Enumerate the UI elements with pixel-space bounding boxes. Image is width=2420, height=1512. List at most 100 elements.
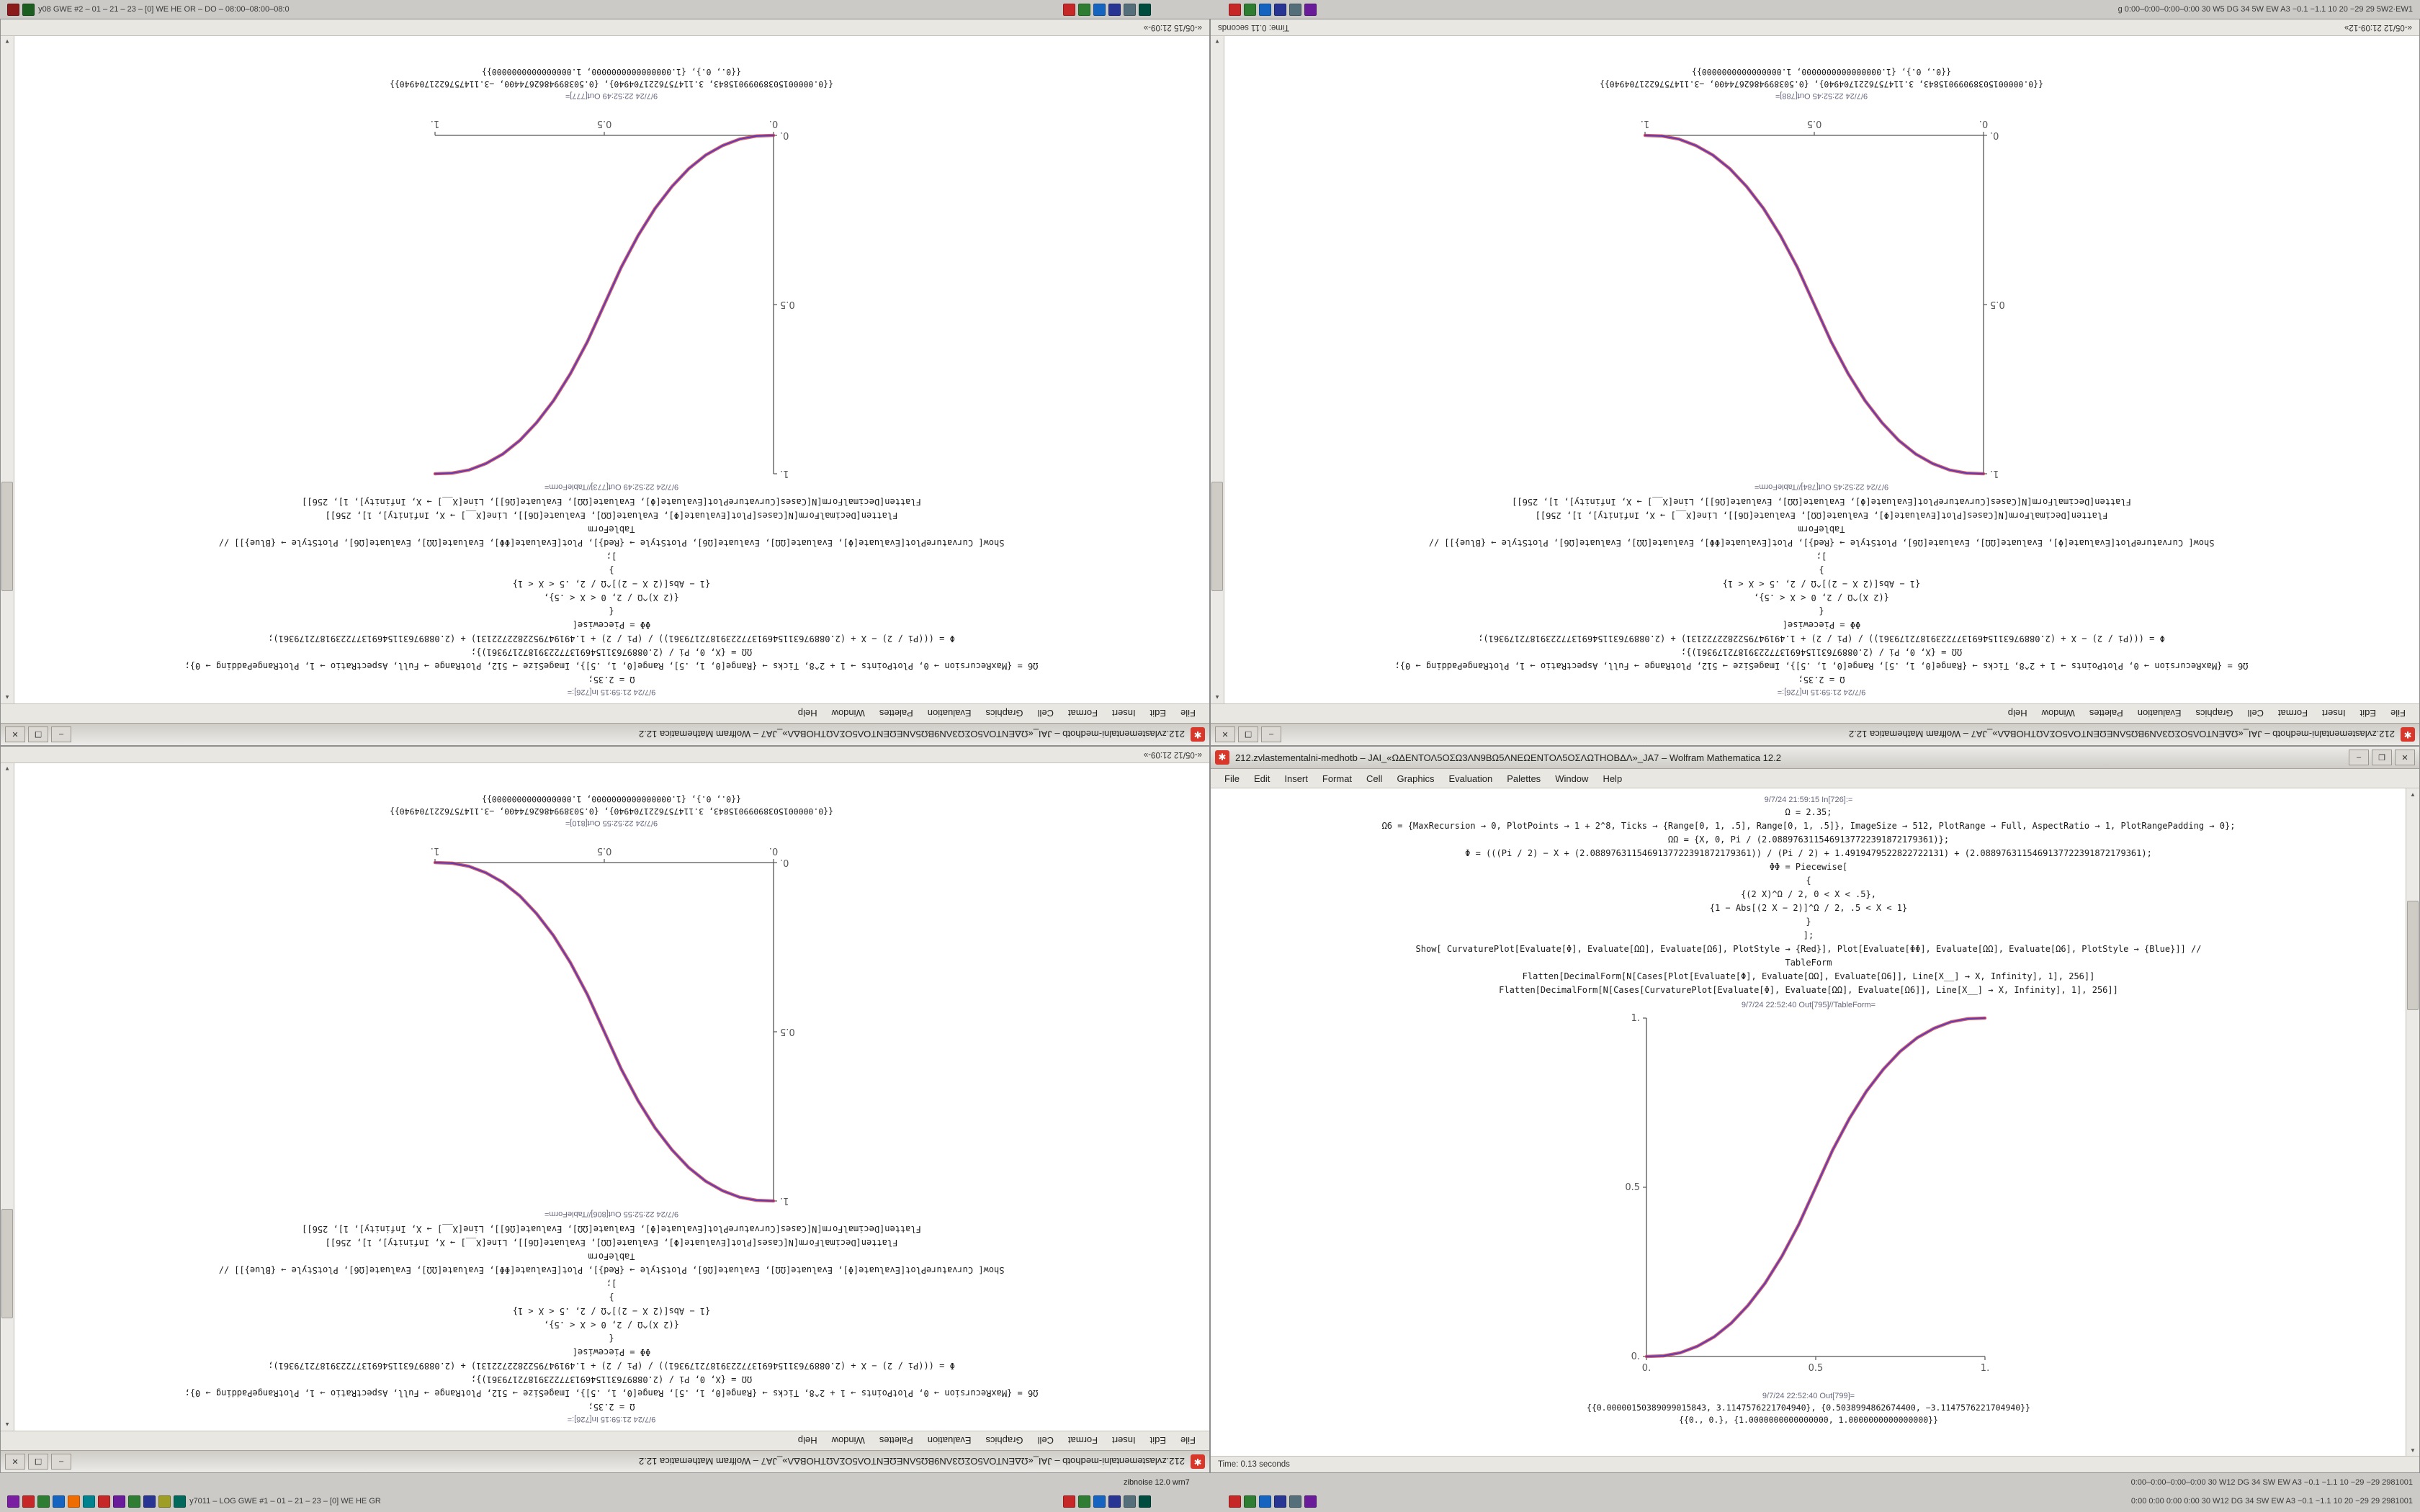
taskbar-app-icon[interactable] xyxy=(1139,1495,1151,1508)
code-line[interactable]: } xyxy=(609,565,614,575)
code-line[interactable]: {(2 X)^Ω / 2, 0 < X < .5}, xyxy=(544,593,679,603)
taskbar-app-icon[interactable] xyxy=(1139,3,1151,16)
code-line[interactable]: ΦΦ = Piecewise[ xyxy=(572,1347,651,1357)
maximize-button[interactable]: ❒ xyxy=(1238,726,1258,742)
taskbar-app-icon[interactable] xyxy=(1274,3,1286,16)
menu-item[interactable]: Evaluation xyxy=(927,1435,972,1446)
mathematica-window-bottom-right[interactable]: ✱ 212.zvlastementalni-medhotb – JAI_«ΩΔΕ… xyxy=(1210,746,2420,1473)
vertical-scrollbar[interactable]: ▲ ▼ xyxy=(1,763,14,1431)
code-line[interactable]: Φ = (((Pi / 2) − X + (2.0889763115469137… xyxy=(268,1361,955,1371)
code-line[interactable]: {1 − Abs[(2 X − 2)]^Ω / 2, .5 < X < 1} xyxy=(1722,579,1921,589)
code-line[interactable]: ]; xyxy=(1816,552,1827,562)
minimize-button[interactable]: – xyxy=(51,726,71,742)
code-line[interactable]: Φ = (((Pi / 2) − X + (2.0889763115469137… xyxy=(268,634,955,644)
code-line[interactable]: ΩΩ = {X, 0, Pi / (2.08897631154691377223… xyxy=(1680,647,1963,657)
code-line[interactable]: } xyxy=(609,1292,614,1302)
minimize-button[interactable]: – xyxy=(51,1454,71,1470)
code-line[interactable]: {1 − Abs[(2 X − 2)]^Ω / 2, .5 < X < 1} xyxy=(1709,903,1908,913)
menu-item[interactable]: Insert xyxy=(1112,1435,1136,1446)
taskbar-app-icon[interactable] xyxy=(1063,1495,1075,1508)
maximize-button[interactable]: ❒ xyxy=(2372,750,2392,765)
menu-item[interactable]: Help xyxy=(797,708,817,719)
menu-item[interactable]: File xyxy=(1180,1435,1196,1446)
taskbar-app-icon[interactable] xyxy=(1078,3,1090,16)
menu-item[interactable]: Window xyxy=(1555,773,1589,784)
menu-item[interactable]: Graphics xyxy=(985,1435,1023,1446)
menu-item[interactable]: Evaluation xyxy=(1448,773,1493,784)
menu-item[interactable]: Insert xyxy=(2322,708,2346,719)
taskbar-app-icon[interactable] xyxy=(174,1495,186,1508)
scroll-up-icon[interactable]: ▲ xyxy=(2410,791,2416,798)
code-line[interactable]: Ω = 2.35; xyxy=(1785,807,1832,817)
code-line[interactable]: } xyxy=(1819,565,1824,575)
menu-item[interactable]: Format xyxy=(1067,1435,1098,1446)
menu-item[interactable]: Window xyxy=(831,708,865,719)
code-line[interactable]: TableForm xyxy=(1798,524,1845,534)
notebook-content[interactable]: 9/7/24 21:59:15 In[726]:= Ω = 2.35; Ω6 = … xyxy=(1211,788,2419,1456)
code-line[interactable]: ΦΦ = Piecewise[ xyxy=(1769,862,1848,872)
taskbar-app-icon[interactable] xyxy=(1244,1495,1256,1508)
code-line[interactable]: Flatten[DecimalForm[N[Cases[Plot[Evaluat… xyxy=(1522,971,2095,981)
taskbar-app-icon[interactable] xyxy=(1124,3,1136,16)
taskbar-icon-cluster[interactable] xyxy=(6,3,36,16)
taskbar-app-icon[interactable] xyxy=(1289,3,1301,16)
code-cell[interactable]: Ω = 2.35; Ω6 = {MaxRecursion → 0, PlotPoi… xyxy=(185,495,1039,686)
maximize-button[interactable]: ❒ xyxy=(28,726,48,742)
scroll-down-icon[interactable]: ▼ xyxy=(4,765,10,773)
code-line[interactable]: TableForm xyxy=(588,1251,635,1261)
code-line[interactable]: Ω6 = {MaxRecursion → 0, PlotPoints → 1 +… xyxy=(1394,661,2249,671)
menu-item[interactable]: Palettes xyxy=(1507,773,1541,784)
code-line[interactable]: {1 − Abs[(2 X − 2)]^Ω / 2, .5 < X < 1} xyxy=(512,579,711,589)
code-line[interactable]: ΩΩ = {X, 0, Pi / (2.08897631154691377223… xyxy=(470,1374,753,1385)
menu-item[interactable]: Graphics xyxy=(2195,708,2233,719)
taskbar-app-icon[interactable] xyxy=(1229,1495,1241,1508)
code-line[interactable]: ]; xyxy=(606,1279,617,1289)
menu-item[interactable]: Format xyxy=(2277,708,2308,719)
taskbar-app-icon[interactable] xyxy=(1229,3,1241,16)
code-line[interactable]: Ω6 = {MaxRecursion → 0, PlotPoints → 1 +… xyxy=(184,661,1039,671)
menu-item[interactable]: Palettes xyxy=(2089,708,2123,719)
scroll-up-icon[interactable]: ▲ xyxy=(1214,694,1220,701)
taskbar-app-icon[interactable] xyxy=(1259,3,1271,16)
menu-item[interactable]: File xyxy=(2390,708,2406,719)
close-button[interactable]: ✕ xyxy=(2395,750,2415,765)
window-titlebar[interactable]: ✱ 212.zvlastementalni-medhotb – JAI_«ΩΔΕ… xyxy=(1211,723,2419,745)
mathematica-window-bottom-left[interactable]: ✱ 212.zvlastementalni-medhotb – JAI_«ΩΔΕ… xyxy=(0,746,1210,1473)
vertical-scrollbar[interactable]: ▲ ▼ xyxy=(1,36,14,703)
taskbar-app-icon[interactable] xyxy=(1108,3,1121,16)
taskbar-app-icon[interactable] xyxy=(1078,1495,1090,1508)
scrollbar-thumb[interactable] xyxy=(1,482,13,591)
menu-item[interactable]: Edit xyxy=(1150,1435,1167,1446)
code-line[interactable]: {1 − Abs[(2 X − 2)]^Ω / 2, .5 < X < 1} xyxy=(512,1306,711,1316)
taskbar-icon-group-right[interactable] xyxy=(1227,0,1318,19)
code-line[interactable]: { xyxy=(609,606,614,616)
window-titlebar[interactable]: ✱ 212.zvlastementalni-medhotb – JAI_«ΩΔΕ… xyxy=(1,1450,1209,1472)
taskbar-app-icon[interactable] xyxy=(1063,3,1075,16)
code-line[interactable]: Flatten[DecimalForm[N[Cases[CurvaturePlo… xyxy=(1512,497,2131,507)
code-line[interactable]: ΦΦ = Piecewise[ xyxy=(1782,620,1861,630)
menu-item[interactable]: Evaluation xyxy=(2137,708,2182,719)
code-line[interactable]: ΦΦ = Piecewise[ xyxy=(572,620,651,630)
menu-item[interactable]: Format xyxy=(1322,773,1353,784)
code-line[interactable]: Ω6 = {MaxRecursion → 0, PlotPoints → 1 +… xyxy=(184,1388,1039,1398)
close-button[interactable]: ✕ xyxy=(1215,726,1235,742)
menu-item[interactable]: Window xyxy=(831,1435,865,1446)
code-line[interactable]: } xyxy=(1806,917,1811,927)
code-line[interactable]: Show[ CurvaturePlot[Evaluate[Φ], Evaluat… xyxy=(1428,538,2215,548)
taskbar-icon-group-right[interactable] xyxy=(1227,1492,1318,1511)
code-line[interactable]: Flatten[DecimalForm[N[Cases[CurvaturePlo… xyxy=(302,497,921,507)
scroll-up-icon[interactable]: ▲ xyxy=(4,694,10,701)
menu-item[interactable]: File xyxy=(1224,773,1240,784)
taskbar-app-icon[interactable] xyxy=(1289,1495,1301,1508)
taskbar-app-icon[interactable] xyxy=(7,3,19,16)
menu-item[interactable]: Cell xyxy=(1366,773,1383,784)
vertical-scrollbar[interactable]: ▲ ▼ xyxy=(1211,36,1224,703)
vertical-scrollbar[interactable]: ▲ ▼ xyxy=(2406,788,2419,1456)
code-line[interactable]: ]; xyxy=(1803,930,1814,940)
scrollbar-thumb[interactable] xyxy=(1,1209,13,1318)
taskbar-app-icon[interactable] xyxy=(68,1495,80,1508)
taskbar-icon-cluster[interactable] xyxy=(6,1495,187,1508)
minimize-button[interactable]: – xyxy=(1261,726,1281,742)
menu-item[interactable]: Palettes xyxy=(879,1435,913,1446)
taskbar-app-icon[interactable] xyxy=(1259,1495,1271,1508)
